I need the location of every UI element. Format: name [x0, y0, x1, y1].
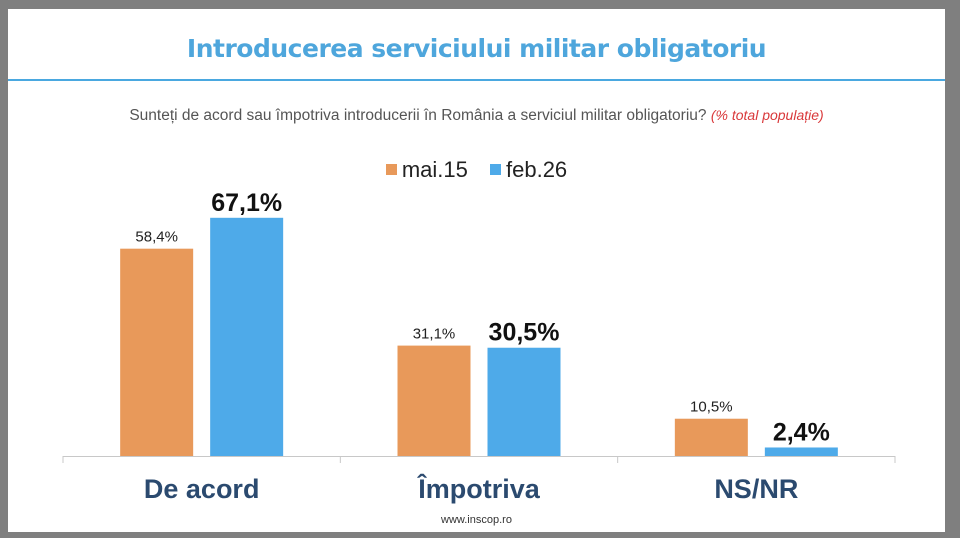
data-label-1-2: 31,1%	[413, 326, 456, 343]
legend-label-series-1: mai.15	[401, 156, 468, 182]
title-divider	[8, 79, 945, 81]
legend-swatch-series-1	[385, 164, 397, 175]
bar-chart: 58,4% 67,1% De acord 31,1% 30,5% Împotriva 10,…	[62, 189, 896, 504]
data-label-1-3: 10,5%	[690, 399, 733, 416]
bar-1-3	[674, 418, 748, 456]
slide-title: Introducerea serviciului militar obligat…	[186, 34, 767, 63]
question-note: (% total populație)	[710, 107, 824, 123]
bar-1-1	[120, 248, 194, 456]
data-label-2-3: 2,4%	[773, 418, 830, 446]
category-label: De acord	[144, 474, 260, 504]
legend-label-series-2: feb.26	[506, 156, 568, 182]
legend-swatch-series-2	[490, 164, 501, 175]
survey-question: Sunteți de acord sau împotriva introduce…	[8, 107, 945, 125]
bar-2-2	[487, 347, 561, 456]
chart-legend: mai.15 feb.26	[8, 155, 945, 183]
data-label-2-1: 67,1%	[211, 189, 282, 217]
bar-2-3	[764, 447, 838, 456]
data-label-2-2: 30,5%	[489, 319, 560, 347]
data-label-1-1: 58,4%	[135, 229, 178, 246]
legend-item-series-1: mai.15	[385, 156, 468, 183]
legend-item-series-2: feb.26	[490, 157, 567, 183]
footer-url: www.inscop.ro	[441, 514, 512, 526]
category-label: Împotriva	[416, 473, 541, 504]
question-text: Sunteți de acord sau împotriva introduce…	[129, 107, 707, 124]
category-label: NS/NR	[714, 474, 798, 504]
bar-1-2	[397, 345, 471, 456]
bar-2-1	[210, 217, 284, 456]
slide: Introducerea serviciului militar obligat…	[8, 9, 945, 532]
